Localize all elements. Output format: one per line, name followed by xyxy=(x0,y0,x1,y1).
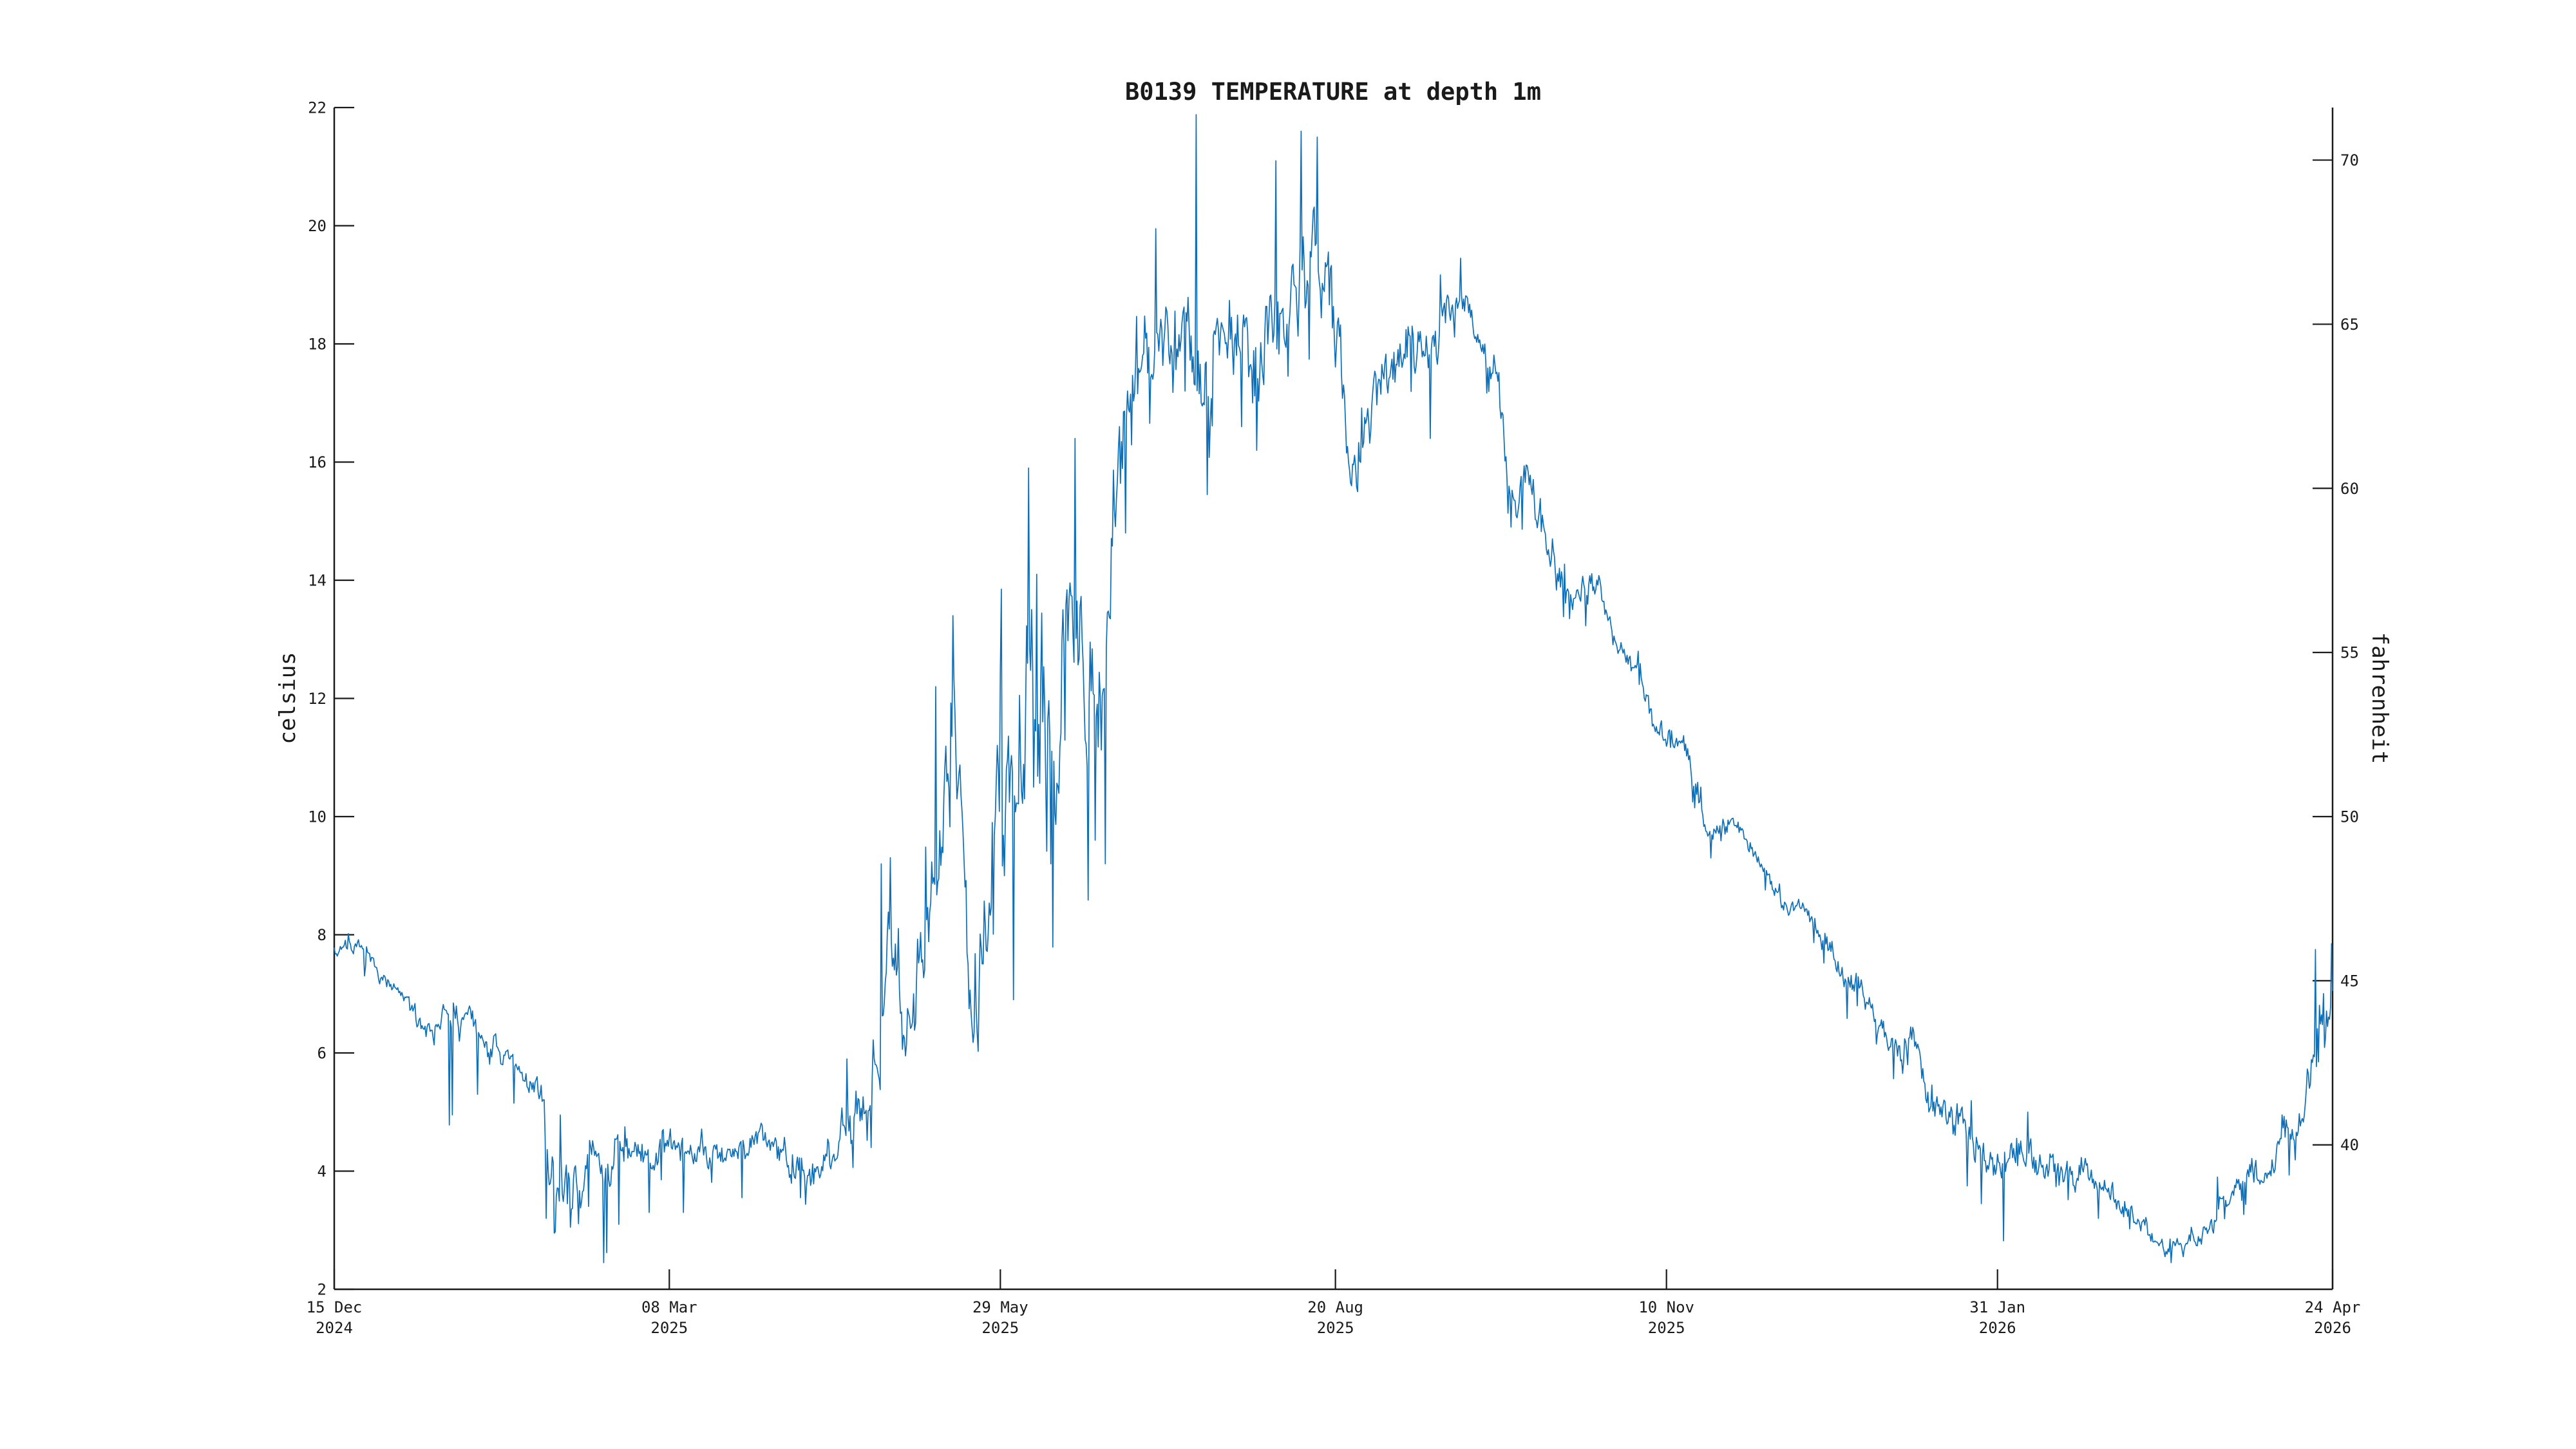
left-axis-label: celsius xyxy=(275,652,301,744)
fahrenheit-tick-label: 65 xyxy=(2340,316,2359,334)
date-tick-label: 10 Nov xyxy=(1638,1298,1694,1316)
date-tick-label: 08 Mar xyxy=(641,1298,697,1316)
date-tick-year-label: 2025 xyxy=(650,1319,688,1337)
date-tick-label: 24 Apr xyxy=(2305,1298,2361,1316)
celsius-tick-label: 8 xyxy=(317,926,327,944)
fahrenheit-tick-label: 45 xyxy=(2340,972,2359,990)
tick-marks xyxy=(333,106,2334,1291)
fahrenheit-tick-label: 55 xyxy=(2340,644,2359,662)
date-tick-label: 29 May xyxy=(972,1298,1028,1316)
date-tick-year-label: 2024 xyxy=(316,1319,353,1337)
date-tick-year-label: 2025 xyxy=(1648,1319,1685,1337)
temperature-line xyxy=(334,114,2333,1264)
date-tick-year-label: 2025 xyxy=(981,1319,1019,1337)
celsius-tick-label: 14 xyxy=(308,572,327,590)
celsius-tick-label: 12 xyxy=(308,690,327,708)
date-tick-label: 15 Dec xyxy=(307,1298,363,1316)
date-tick-year-label: 2026 xyxy=(2314,1319,2351,1337)
axes-spines xyxy=(333,108,2334,1291)
fahrenheit-tick-label: 40 xyxy=(2340,1136,2359,1154)
celsius-tick-label: 18 xyxy=(308,336,327,354)
celsius-tick-label: 6 xyxy=(317,1045,327,1063)
date-tick-year-label: 2025 xyxy=(1317,1319,1354,1337)
celsius-tick-label: 16 xyxy=(308,453,327,471)
date-tick-label: 20 Aug xyxy=(1307,1298,1363,1316)
fahrenheit-tick-label: 50 xyxy=(2340,808,2359,826)
tick-labels: 2 4 6 8 10 12 14 16 18 20 22 40 45 50 55 60 65 70 15 Dec 20… xyxy=(307,99,2361,1338)
fahrenheit-tick-label: 70 xyxy=(2340,151,2359,169)
chart-title: B0139 TEMPERATURE at depth 1m xyxy=(1125,78,1541,106)
right-axis-label: fahrenheit xyxy=(2367,632,2392,764)
celsius-tick-label: 10 xyxy=(308,808,327,826)
date-tick-year-label: 2026 xyxy=(1979,1319,2016,1337)
celsius-tick-label: 4 xyxy=(317,1162,327,1180)
fahrenheit-tick-label: 60 xyxy=(2340,480,2359,498)
celsius-tick-label: 22 xyxy=(308,99,327,117)
date-tick-label: 31 Jan xyxy=(1969,1298,2025,1316)
celsius-tick-label: 20 xyxy=(308,217,327,235)
celsius-tick-label: 2 xyxy=(317,1281,327,1299)
